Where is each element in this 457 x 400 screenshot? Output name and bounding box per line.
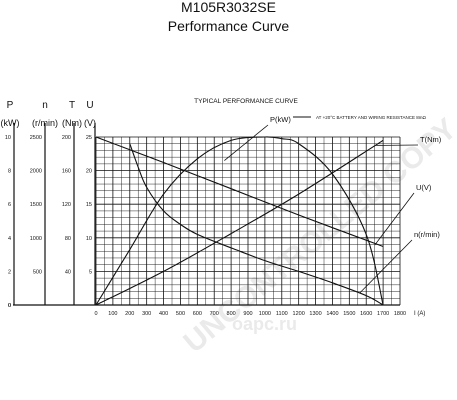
x-tick-label: 1200 bbox=[293, 311, 305, 317]
y-axis-unit-P: (kW) bbox=[1, 118, 20, 128]
series-label-n: n(r/min) bbox=[414, 230, 440, 239]
y-tick-label-P: 2 bbox=[8, 269, 11, 275]
chart-series: P(kW) T(Nm) U(V) n(r/min) bbox=[95, 115, 442, 306]
y-axis-unit-n: (r/min) bbox=[32, 118, 58, 128]
x-tick-label: 400 bbox=[159, 311, 168, 317]
y-tick-label-n: 2000 bbox=[30, 169, 42, 175]
y-tick-label-n: 2500 bbox=[30, 135, 42, 141]
y-tick-label-T: 160 bbox=[62, 169, 71, 175]
series-leader-U bbox=[374, 192, 415, 246]
y-tick-label-n: 1000 bbox=[30, 236, 42, 242]
x-tick-label: 600 bbox=[193, 311, 202, 317]
x-tick-label: 200 bbox=[125, 311, 134, 317]
y-tick-label-U: 15 bbox=[86, 202, 92, 208]
x-tick-label: 1600 bbox=[360, 311, 372, 317]
x-tick-label: 300 bbox=[142, 311, 151, 317]
chart-subtitle: Performance Curve bbox=[168, 18, 290, 34]
y-tick-label-n: 500 bbox=[33, 269, 42, 275]
y-tick-label-U: 10 bbox=[86, 236, 92, 242]
y-tick-label-P: 0 bbox=[8, 303, 11, 309]
chart-note: AT +20°C BATTERY AND WIRING RESISTANCE 8… bbox=[316, 115, 426, 120]
series-label-P: P(kW) bbox=[270, 115, 291, 124]
series-label-U: U(V) bbox=[416, 183, 432, 192]
series-leader-P bbox=[224, 124, 269, 161]
x-axis-label: I (A) bbox=[414, 311, 425, 317]
chart-axes: 0 100 200 300 400 500 600 700 800 900 1000 1100 1200… bbox=[1, 100, 426, 317]
x-tick-label: 500 bbox=[176, 311, 185, 317]
y-axis-unit-U: (V) bbox=[84, 118, 96, 128]
series-line-U bbox=[95, 136, 384, 248]
x-tick-label: 1300 bbox=[309, 311, 321, 317]
y-axis-unit-T: (Nm) bbox=[62, 118, 82, 128]
y-tick-label-n: 1500 bbox=[30, 202, 42, 208]
x-tick-label: 1100 bbox=[276, 311, 288, 317]
y-axis-label-P: P bbox=[7, 100, 14, 111]
series-line-P bbox=[95, 136, 384, 306]
series-label-T: T(Nm) bbox=[420, 135, 442, 144]
y-tick-label-P: 8 bbox=[8, 169, 11, 175]
y-tick-label-P: 6 bbox=[8, 202, 11, 208]
series-line-T bbox=[95, 139, 384, 306]
series-leader-n bbox=[359, 239, 413, 294]
x-tick-label: 100 bbox=[108, 311, 117, 317]
y-tick-label-T: 80 bbox=[65, 236, 71, 242]
y-axis-label-T: T bbox=[69, 100, 75, 111]
y-tick-label-U: 5 bbox=[89, 269, 92, 275]
chart-grid bbox=[95, 136, 401, 306]
x-tick-label: 800 bbox=[227, 311, 236, 317]
x-tick-label: 700 bbox=[210, 311, 219, 317]
y-tick-label-P: 10 bbox=[5, 135, 11, 141]
y-tick-label-U: 25 bbox=[86, 135, 92, 141]
y-axis-label-n: n bbox=[42, 100, 48, 111]
y-tick-label-T: 200 bbox=[62, 135, 71, 141]
y-tick-label-U: 20 bbox=[86, 169, 92, 175]
x-tick-label: 900 bbox=[243, 311, 252, 317]
y-tick-label-P: 4 bbox=[8, 236, 11, 242]
x-tick-label: 0 bbox=[94, 311, 97, 317]
chart-title: TYPICAL PERFORMANCE CURVE bbox=[194, 98, 298, 105]
x-tick-label: 1000 bbox=[259, 311, 271, 317]
model-title: M105R3032SE bbox=[181, 0, 276, 15]
x-tick-label: 1800 bbox=[394, 311, 406, 317]
x-tick-label: 1400 bbox=[326, 311, 338, 317]
y-axis-label-U: U bbox=[86, 100, 93, 111]
x-tick-label: 1500 bbox=[343, 311, 355, 317]
y-tick-label-T: 120 bbox=[62, 202, 71, 208]
y-tick-label-T: 40 bbox=[65, 269, 71, 275]
series-line-n bbox=[129, 143, 384, 306]
watermark-domain: oapc.ru bbox=[232, 314, 297, 334]
y-tick-label-P: 0 bbox=[8, 303, 11, 309]
x-tick-label: 1700 bbox=[377, 311, 389, 317]
